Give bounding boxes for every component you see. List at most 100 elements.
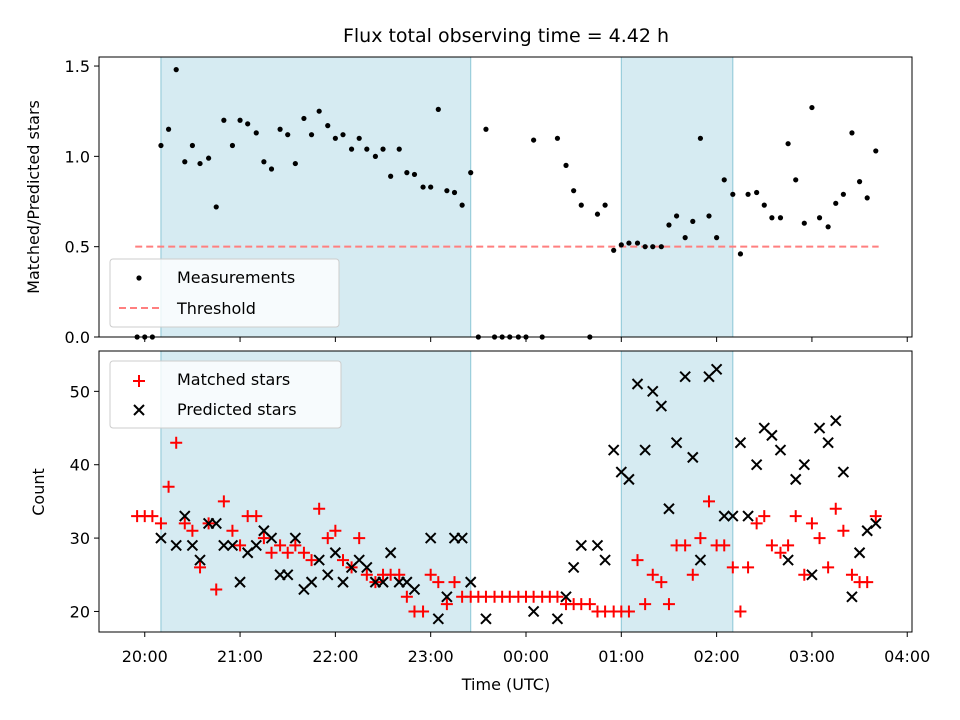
- measurement-point: [444, 188, 450, 194]
- matched-star-point: [750, 517, 763, 530]
- matched-star-point: [805, 517, 818, 530]
- matched-star-point: [440, 598, 453, 611]
- predicted-star-point: [830, 414, 842, 427]
- y-tick-label: 30: [70, 529, 90, 548]
- measurement-point: [706, 213, 712, 219]
- predicted-star-point: [322, 569, 334, 581]
- predicted-star-point: [155, 532, 167, 544]
- predicted-star-point: [623, 473, 635, 486]
- predicted-star-point: [655, 400, 668, 412]
- bottom-y-axis-label: Count: [29, 468, 48, 516]
- measurement-point: [483, 126, 489, 132]
- predicted-star-point: [329, 547, 342, 559]
- matched-star-point: [798, 568, 811, 581]
- y-tick-label: 0.0: [65, 328, 90, 347]
- measurement-point: [165, 126, 172, 132]
- x-tick-label: 22:00: [312, 647, 358, 666]
- matched-star-point: [551, 590, 564, 603]
- matched-star-point: [360, 568, 373, 581]
- predicted-star-point: [790, 473, 802, 486]
- measurement-point: [301, 115, 307, 122]
- top-panel: 0.0 0.5 1.0 1.5 Matched/Predicted stars Mea…: [24, 56, 913, 347]
- predicted-star-point: [186, 539, 199, 552]
- measurement-point: [602, 202, 608, 208]
- matched-star-point: [154, 517, 167, 530]
- predicted-star-point: [480, 613, 492, 625]
- predicted-star-point: [289, 532, 302, 544]
- predicted-star-point: [607, 444, 620, 456]
- x-tick-label: 23:00: [408, 647, 454, 666]
- predicted-star-point: [551, 613, 564, 625]
- matched-star-point: [257, 532, 270, 545]
- measurement-point: [873, 148, 879, 154]
- measurement-point: [825, 224, 831, 230]
- matched-star-point: [448, 576, 461, 589]
- matched-star-point: [417, 605, 430, 618]
- x-tick-label: 21:00: [217, 647, 263, 666]
- x-tick-label: 20:00: [122, 647, 168, 666]
- predicted-star-point: [432, 613, 445, 625]
- predicted-star-point: [194, 554, 206, 566]
- matched-star-point: [789, 510, 802, 523]
- matched-star-point: [297, 546, 310, 559]
- predicted-star-point: [377, 576, 389, 588]
- predicted-star-point: [218, 539, 230, 552]
- matched-star-point: [178, 517, 191, 530]
- matched-star-point: [146, 510, 159, 523]
- matched-star-point: [250, 510, 263, 523]
- measurement-point: [721, 177, 727, 183]
- matched-star-point: [758, 510, 771, 523]
- bottom-x-ticks: 20:00 21:00 22:00 23:00 00:00 01:00 02:00 03:00…: [122, 632, 930, 666]
- matched-star-point: [718, 539, 731, 552]
- matched-star-point: [742, 561, 755, 574]
- matched-star-point: [829, 502, 842, 515]
- predicted-star-point: [424, 532, 437, 544]
- predicted-star-point: [822, 437, 834, 449]
- measurement-point: [531, 137, 537, 143]
- measurement-point: [277, 126, 283, 132]
- predicted-star-point: [384, 547, 397, 559]
- predicted-star-point: [663, 503, 675, 515]
- chart-title: Flux total observing time = 4.42 h: [343, 25, 669, 47]
- matched-star-point: [194, 561, 207, 574]
- y-tick-label: 1.0: [65, 147, 90, 166]
- measurement-point: [325, 123, 331, 129]
- matched-star-point: [336, 554, 349, 567]
- measurement-point: [611, 247, 617, 253]
- measurement-point: [396, 146, 402, 152]
- measurement-point: [769, 215, 775, 221]
- matched-star-point: [313, 502, 326, 515]
- matched-star-point: [353, 532, 366, 545]
- predicted-star-point: [813, 422, 826, 434]
- predicted-star-point: [282, 569, 294, 581]
- predicted-star-point: [226, 539, 239, 552]
- measurement-point: [682, 235, 688, 241]
- legend-predicted-label: Predicted stars: [177, 400, 297, 419]
- legend-predicted-marker: [133, 404, 145, 416]
- matched-star-point: [400, 590, 413, 603]
- matched-star-point: [393, 568, 406, 581]
- measurement-point: [380, 146, 386, 152]
- matched-star-point: [289, 539, 302, 552]
- measurement-point: [332, 135, 338, 141]
- predicted-star-point: [631, 378, 644, 390]
- measurement-point: [809, 104, 815, 111]
- matched-stars-points: [131, 436, 882, 618]
- x-tick-label: 03:00: [789, 647, 835, 666]
- matched-star-point: [845, 568, 858, 581]
- measurement-point: [253, 130, 259, 136]
- matched-star-point: [226, 524, 239, 537]
- legend-measurements-marker: [136, 275, 142, 281]
- matched-star-point: [679, 539, 692, 552]
- measurement-point: [761, 202, 767, 208]
- predicted-star-point: [798, 459, 811, 471]
- bottom-axes-frame: [98, 350, 913, 633]
- x-tick-label: 02:00: [694, 647, 740, 666]
- measurement-point: [730, 191, 736, 197]
- measurement-point: [411, 171, 418, 178]
- measurement-point: [563, 162, 569, 168]
- measurement-point: [245, 121, 251, 127]
- predicted-star-point: [591, 539, 604, 552]
- predicted-star-point: [170, 539, 182, 552]
- predicted-stars-points: [155, 363, 882, 625]
